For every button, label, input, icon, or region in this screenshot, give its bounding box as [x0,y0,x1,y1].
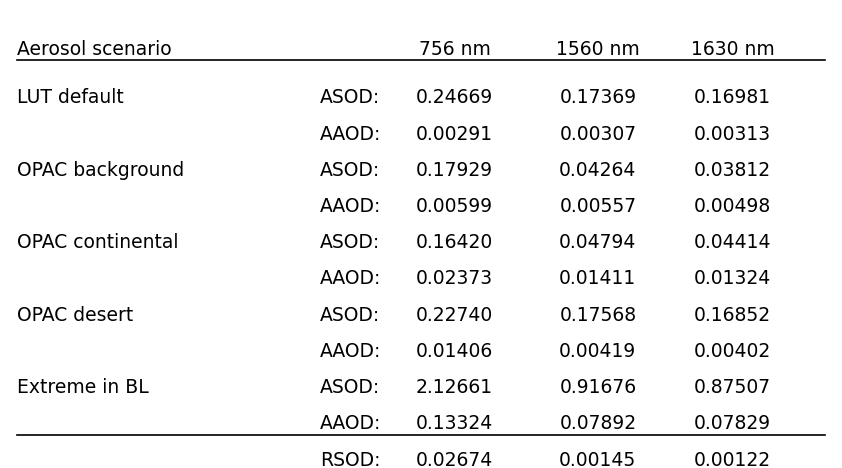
Text: 0.22740: 0.22740 [416,306,493,325]
Text: 0.07892: 0.07892 [559,414,637,433]
Text: ASOD:: ASOD: [320,161,381,180]
Text: 0.00402: 0.00402 [694,342,771,361]
Text: 1630 nm: 1630 nm [690,40,775,59]
Text: ASOD:: ASOD: [320,233,381,252]
Text: OPAC background: OPAC background [17,161,184,180]
Text: 0.02373: 0.02373 [416,270,493,288]
Text: 0.17568: 0.17568 [559,306,637,325]
Text: 0.00313: 0.00313 [694,124,771,144]
Text: Aerosol scenario: Aerosol scenario [17,40,172,59]
Text: 0.17929: 0.17929 [416,161,493,180]
Text: 0.13324: 0.13324 [416,414,493,433]
Text: 0.17369: 0.17369 [559,88,637,107]
Text: OPAC continental: OPAC continental [17,233,179,252]
Text: 0.00122: 0.00122 [694,451,771,468]
Text: 756 nm: 756 nm [418,40,491,59]
Text: 0.16981: 0.16981 [694,88,771,107]
Text: 0.00498: 0.00498 [694,197,771,216]
Text: 0.00599: 0.00599 [416,197,493,216]
Text: 0.00307: 0.00307 [559,124,637,144]
Text: ASOD:: ASOD: [320,306,381,325]
Text: 0.16852: 0.16852 [694,306,771,325]
Text: AAOD:: AAOD: [320,197,381,216]
Text: 0.00557: 0.00557 [559,197,637,216]
Text: 0.01406: 0.01406 [416,342,493,361]
Text: 2.12661: 2.12661 [416,378,493,397]
Text: 0.00419: 0.00419 [559,342,637,361]
Text: ASOD:: ASOD: [320,378,381,397]
Text: 0.04264: 0.04264 [559,161,637,180]
Text: 0.16420: 0.16420 [416,233,493,252]
Text: 0.01411: 0.01411 [559,270,637,288]
Text: 0.02674: 0.02674 [416,451,493,468]
Text: 0.04794: 0.04794 [559,233,637,252]
Text: AAOD:: AAOD: [320,270,381,288]
Text: 0.24669: 0.24669 [416,88,493,107]
Text: AAOD:: AAOD: [320,124,381,144]
Text: AAOD:: AAOD: [320,414,381,433]
Text: 1560 nm: 1560 nm [556,40,640,59]
Text: Extreme in BL: Extreme in BL [17,378,148,397]
Text: LUT default: LUT default [17,88,124,107]
Text: 0.91676: 0.91676 [559,378,637,397]
Text: 0.04414: 0.04414 [694,233,771,252]
Text: 0.07829: 0.07829 [694,414,771,433]
Text: 0.00291: 0.00291 [416,124,493,144]
Text: 0.01324: 0.01324 [694,270,771,288]
Text: AAOD:: AAOD: [320,342,381,361]
Text: 0.03812: 0.03812 [694,161,771,180]
Text: OPAC desert: OPAC desert [17,306,133,325]
Text: RSOD:: RSOD: [320,451,381,468]
Text: 0.00145: 0.00145 [559,451,637,468]
Text: 0.87507: 0.87507 [694,378,771,397]
Text: ASOD:: ASOD: [320,88,381,107]
